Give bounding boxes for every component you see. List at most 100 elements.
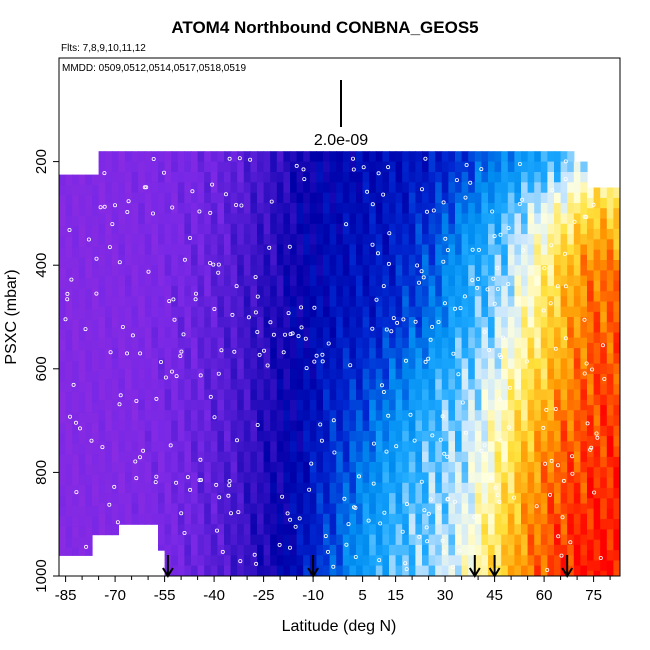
heatmap-cell	[125, 451, 133, 463]
heatmap-cell	[197, 544, 205, 556]
heatmap-cell	[600, 301, 608, 313]
heatmap-cell	[210, 555, 218, 567]
heatmap-cell	[455, 368, 463, 380]
heatmap-cell	[402, 493, 410, 505]
heatmap-cell	[587, 508, 595, 520]
heatmap-cell	[323, 524, 331, 536]
heatmap-cell	[217, 462, 225, 473]
heatmap-cell	[547, 379, 555, 391]
heatmap-cell	[441, 254, 449, 266]
heatmap-cell	[547, 482, 555, 494]
heatmap-cell	[257, 203, 265, 214]
heatmap-cell	[567, 555, 575, 567]
heatmap-cell	[600, 197, 608, 209]
observation-point	[301, 167, 306, 172]
observation-point	[332, 450, 337, 455]
heatmap-cell	[382, 420, 390, 432]
heatmap-cell	[237, 534, 245, 546]
heatmap-cell	[455, 524, 463, 536]
heatmap-cell	[111, 420, 119, 432]
heatmap-cell	[593, 570, 601, 576]
heatmap-cell	[237, 223, 245, 235]
heatmap-cell	[481, 493, 489, 505]
heatmap-cell	[428, 431, 436, 442]
heatmap-cell	[501, 482, 509, 494]
heatmap-cell	[230, 223, 238, 235]
heatmap-cell	[507, 503, 515, 515]
heatmap-cell	[580, 317, 588, 328]
heatmap-cell	[230, 493, 238, 505]
heatmap-cell	[111, 513, 119, 525]
heatmap-cell	[474, 348, 482, 360]
heatmap-cell	[441, 358, 449, 370]
heatmap-cell	[488, 389, 496, 401]
heatmap-cell	[197, 234, 205, 246]
heatmap-cell	[283, 555, 291, 567]
heatmap-cell	[237, 565, 245, 576]
heatmap-cell	[554, 254, 562, 266]
heatmap-cell	[481, 203, 489, 214]
observation-point	[401, 317, 406, 322]
observation-point	[125, 351, 130, 356]
heatmap-cell	[171, 265, 179, 277]
heatmap-cell	[494, 223, 502, 235]
heatmap-cell	[270, 296, 278, 308]
heatmap-cell	[540, 244, 548, 256]
heatmap-cell	[408, 244, 416, 256]
heatmap-cell	[138, 358, 146, 370]
heatmap-cell	[316, 524, 324, 536]
observation-point	[252, 552, 257, 557]
heatmap-cell	[283, 337, 291, 349]
heatmap-cell	[323, 379, 331, 391]
heatmap-cell	[408, 379, 416, 391]
observation-point	[384, 449, 389, 454]
heatmap-cell	[296, 203, 304, 214]
heatmap-cell	[369, 482, 377, 494]
heatmap-cell	[600, 498, 608, 510]
heatmap-cell	[85, 195, 93, 207]
heatmap-cell	[92, 423, 100, 435]
heatmap-cell	[606, 342, 614, 354]
heatmap-cell	[237, 389, 245, 401]
heatmap-cell	[276, 524, 284, 536]
heatmap-cell	[593, 529, 601, 541]
heatmap-cell	[395, 254, 403, 266]
heatmap-cell	[468, 493, 476, 505]
heatmap-cell	[230, 503, 238, 515]
heatmap-cell	[587, 301, 595, 313]
heatmap-cell	[356, 192, 364, 204]
observation-point	[227, 483, 232, 488]
heatmap-cell	[336, 348, 344, 360]
heatmap-cell	[243, 565, 251, 576]
heatmap-cell	[276, 151, 284, 163]
heatmap-cell	[369, 503, 377, 515]
heatmap-cell	[217, 317, 225, 328]
heatmap-cell	[501, 348, 509, 360]
heatmap-cell	[448, 192, 456, 204]
heatmap-cell	[296, 182, 304, 194]
heatmap-cell	[567, 399, 575, 411]
heatmap-cell	[474, 431, 482, 442]
heatmap-cell	[336, 493, 344, 505]
heatmap-cell	[593, 425, 601, 437]
heatmap-cell	[184, 182, 192, 194]
heatmap-cell	[448, 379, 456, 391]
heatmap-cell	[382, 451, 390, 463]
heatmap-cell	[177, 172, 185, 183]
heatmap-cell	[329, 493, 337, 505]
heatmap-cell	[527, 275, 535, 287]
heatmap-cell	[296, 410, 304, 422]
heatmap-cell	[408, 161, 416, 173]
heatmap-cell	[362, 244, 370, 256]
heatmap-cell	[290, 441, 298, 453]
heatmap-cell	[204, 368, 212, 380]
heatmap-cell	[151, 151, 159, 163]
heatmap-cell	[362, 544, 370, 556]
heatmap-cell	[481, 379, 489, 391]
heatmap-cell	[488, 534, 496, 546]
heatmap-cell	[474, 182, 482, 194]
heatmap-cell	[125, 213, 133, 225]
observation-point	[470, 278, 475, 283]
heatmap-cell	[276, 203, 284, 214]
heatmap-cell	[78, 547, 86, 556]
